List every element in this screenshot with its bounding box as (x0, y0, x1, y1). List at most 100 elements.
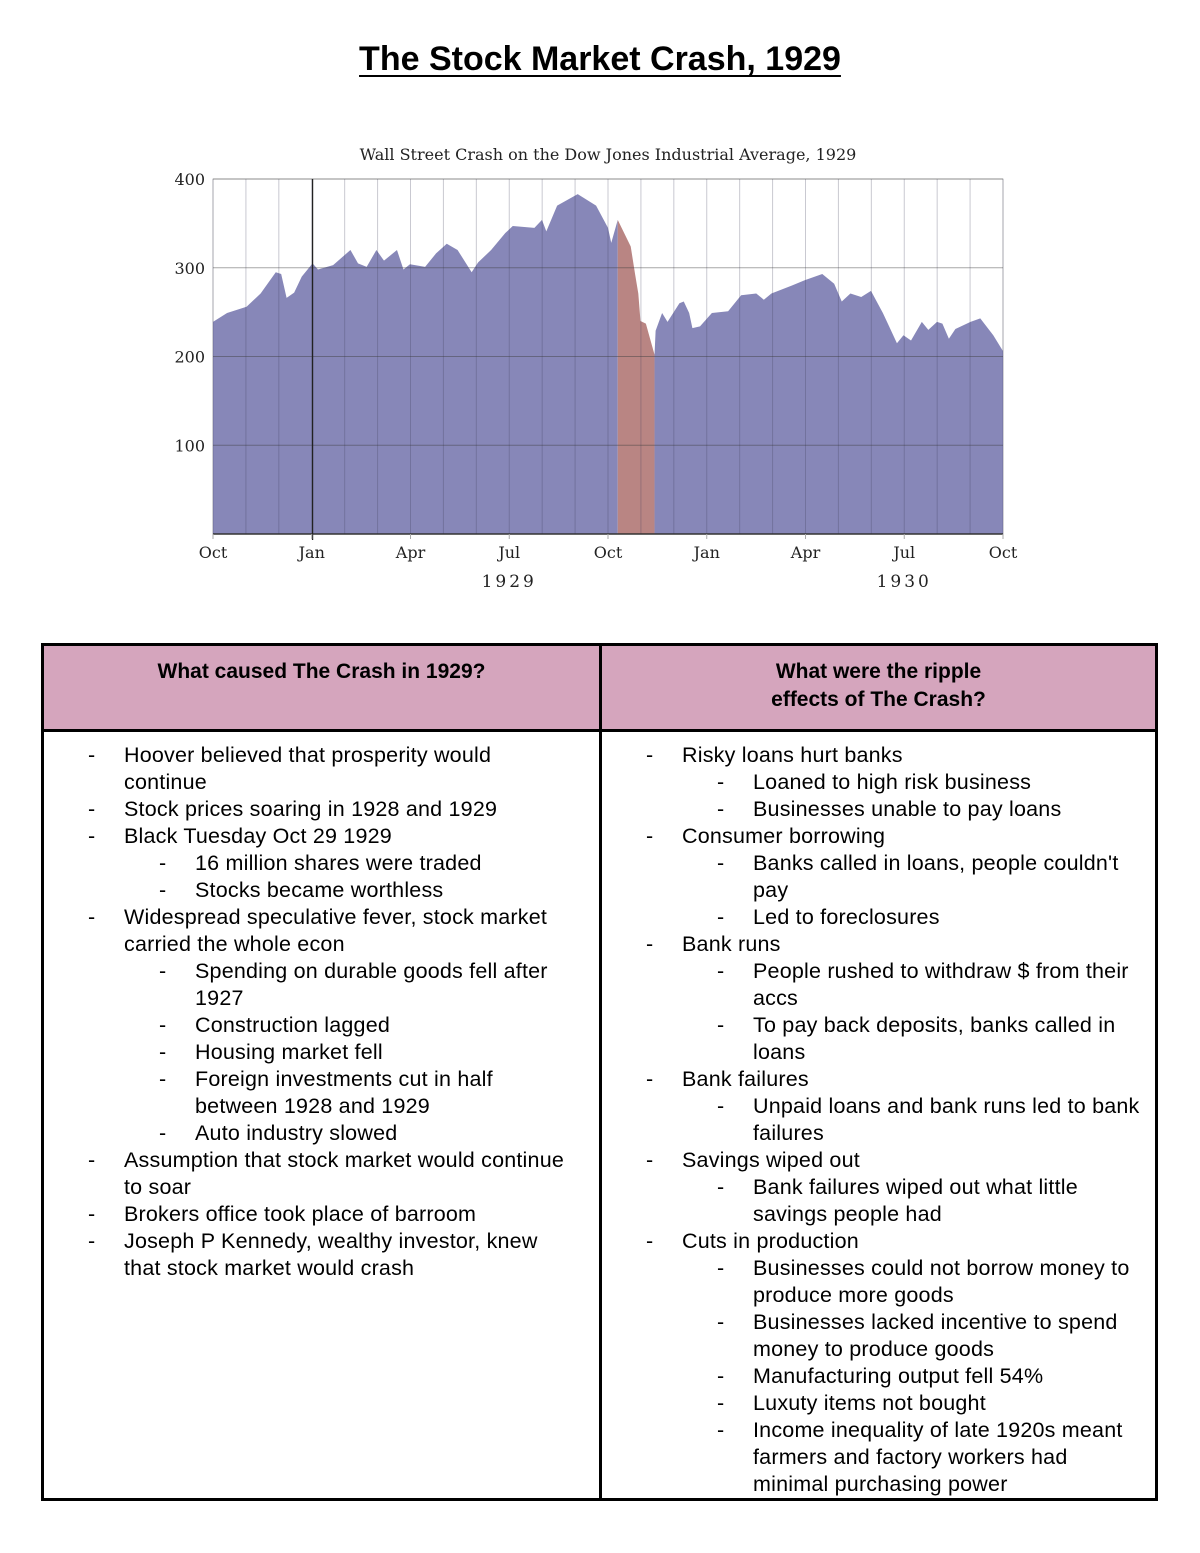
list-item: - Assumption that stock market would cont… (44, 1147, 579, 1201)
sub-list-item: - Businesses lacked incentive to spend mo… (602, 1309, 1147, 1363)
bullet-dash: - (646, 1067, 654, 1091)
sub-list-item: - Spending on durable goods fell after 19… (44, 958, 579, 1012)
sub-list-item: - Manufacturing output fell 54% (602, 1363, 1147, 1390)
sub-list-item: - Auto industry slowed (44, 1120, 579, 1147)
list-item-text: Widespread speculative fever, stock mark… (124, 905, 548, 956)
sub-list-item-text: Loaned to high risk business (753, 770, 1032, 794)
page-title-text: The Stock Market Crash, 1929 (359, 40, 841, 78)
sub-list-item-text: Foreign investments cut in half between … (195, 1067, 493, 1118)
sub-list: - Spending on durable goods fell after 19… (124, 958, 579, 1147)
sub-list-item-text: Bank failures wiped out what little savi… (753, 1175, 1078, 1226)
list-item: - Risky loans hurt banks - Loaned to high r… (602, 742, 1147, 823)
causes-list: - Hoover believed that prosperity would c… (44, 742, 579, 1282)
sub-list-item: - Led to foreclosures (602, 904, 1147, 931)
header-causes: What caused The Crash in 1929? (41, 643, 602, 732)
list-item: - Joseph P Kennedy, wealthy investor, kne… (44, 1228, 579, 1282)
x-tick-label: Jul (891, 543, 915, 562)
x-tick-label: Jul (496, 543, 520, 562)
effects-cell: - Risky loans hurt banks - Loaned to high r… (599, 729, 1158, 1501)
sub-list: - Loaned to high risk business - Businesses… (682, 769, 1147, 823)
y-tick-label: 300 (174, 259, 205, 278)
bullet-dash: - (159, 1067, 167, 1091)
causes-cell: - Hoover believed that prosperity would c… (41, 729, 602, 1501)
sub-list-item-text: Led to foreclosures (753, 905, 940, 929)
bullet-dash: - (88, 1229, 96, 1253)
list-item-text: Cuts in production (682, 1229, 859, 1253)
list-item-text: Assumption that stock market would conti… (124, 1148, 565, 1199)
x-tick-label: Oct (989, 543, 1018, 562)
bullet-dash: - (646, 824, 654, 848)
sub-list: - Banks called in loans, people couldn't … (682, 850, 1147, 931)
sub-list-item-text: Unpaid loans and bank runs led to bank f… (753, 1094, 1140, 1145)
x-tick-label: Jan (692, 543, 720, 562)
chart-title: Wall Street Crash on the Dow Jones Indus… (360, 145, 857, 164)
sub-list-item-text: Stocks became worthless (195, 878, 444, 902)
table-body-row: - Hoover believed that prosperity would c… (41, 729, 1158, 1501)
list-item: - Black Tuesday Oct 29 1929 - 16 million sh… (44, 823, 579, 904)
list-item-text: Bank failures (682, 1067, 809, 1091)
list-item-text: Black Tuesday Oct 29 1929 (124, 824, 392, 848)
x-tick-label: Jan (297, 543, 325, 562)
sub-list-item: - Businesses unable to pay loans (602, 796, 1147, 823)
x-tick-label: Apr (790, 543, 821, 562)
page-title: The Stock Market Crash, 1929 (0, 40, 1200, 79)
causes-effects-table: What caused The Crash in 1929? What were… (41, 643, 1158, 1501)
bullet-dash: - (88, 743, 96, 767)
list-item: - Hoover believed that prosperity would c… (44, 742, 579, 796)
bullet-dash: - (717, 770, 725, 794)
sub-list-item-text: To pay back deposits, banks called in lo… (753, 1013, 1116, 1064)
bullet-dash: - (717, 1013, 725, 1037)
sub-list: - 16 million shares were traded - Stocks be… (124, 850, 579, 904)
sub-list-item: - Loaned to high risk business (602, 769, 1147, 796)
list-item: - Brokers office took place of barroom (44, 1201, 579, 1228)
list-item: - Stock prices soaring in 1928 and 1929 (44, 796, 579, 823)
list-item: - Savings wiped out - Bank failures wiped o… (602, 1147, 1147, 1228)
sub-list-item: - Stocks became worthless (44, 877, 579, 904)
sub-list-item: - Banks called in loans, people couldn't … (602, 850, 1147, 904)
bullet-dash: - (88, 1148, 96, 1172)
bullet-dash: - (717, 851, 725, 875)
bullet-dash: - (159, 959, 167, 983)
bullet-dash: - (717, 1175, 725, 1199)
sub-list-item-text: Income inequality of late 1920s meant fa… (753, 1418, 1123, 1496)
x-tick-label: Oct (594, 543, 623, 562)
sub-list-item-text: Construction lagged (195, 1013, 391, 1037)
list-item-text: Risky loans hurt banks (682, 743, 903, 767)
sub-list: - Businesses could not borrow money to pr… (682, 1255, 1147, 1498)
x-tick-label: Oct (199, 543, 228, 562)
sub-list: - Bank failures wiped out what little sav… (682, 1174, 1147, 1228)
sub-list-item-text: Luxuty items not bought (753, 1391, 986, 1415)
list-item-text: Consumer borrowing (682, 824, 886, 848)
sub-list-item: - Construction lagged (44, 1012, 579, 1039)
sub-list-item-text: Spending on durable goods fell after 192… (195, 959, 548, 1010)
x-tick-label: Apr (395, 543, 426, 562)
dow-jones-area-chart: Wall Street Crash on the Dow Jones Indus… (174, 145, 1018, 592)
header-causes-text: What caused The Crash in 1929? (157, 660, 486, 683)
table-header-row: What caused The Crash in 1929? What were… (41, 643, 1158, 732)
bullet-dash: - (159, 851, 167, 875)
header-effects: What were the ripple effects of The Cras… (599, 643, 1158, 732)
sub-list-item: - People rushed to withdraw $ from their … (602, 958, 1147, 1012)
bullet-dash: - (646, 932, 654, 956)
sub-list-item: - Luxuty items not bought (602, 1390, 1147, 1417)
bullet-dash: - (646, 1229, 654, 1253)
bullet-dash: - (717, 905, 725, 929)
bullet-dash: - (717, 1094, 725, 1118)
sub-list-item: - Income inequality of late 1920s meant f… (602, 1417, 1147, 1498)
year-label: 1930 (877, 572, 932, 592)
bullet-dash: - (717, 1310, 725, 1334)
bullet-dash: - (159, 1013, 167, 1037)
sub-list-item-text: 16 million shares were traded (195, 851, 482, 875)
pre-crash-area (213, 194, 618, 534)
list-item-text: Brokers office took place of barroom (124, 1202, 477, 1226)
bullet-dash: - (717, 797, 725, 821)
list-item-text: Savings wiped out (682, 1148, 860, 1172)
bullet-dash: - (646, 1148, 654, 1172)
sub-list-item: - Bank failures wiped out what little sav… (602, 1174, 1147, 1228)
list-item-text: Bank runs (682, 932, 781, 956)
list-item: - Consumer borrowing - Banks called in loan… (602, 823, 1147, 931)
list-item: - Bank runs - People rushed to withdraw $ f… (602, 931, 1147, 1066)
list-item-text: Stock prices soaring in 1928 and 1929 (124, 797, 498, 821)
list-item: - Cuts in production - Businesses could not… (602, 1228, 1147, 1498)
